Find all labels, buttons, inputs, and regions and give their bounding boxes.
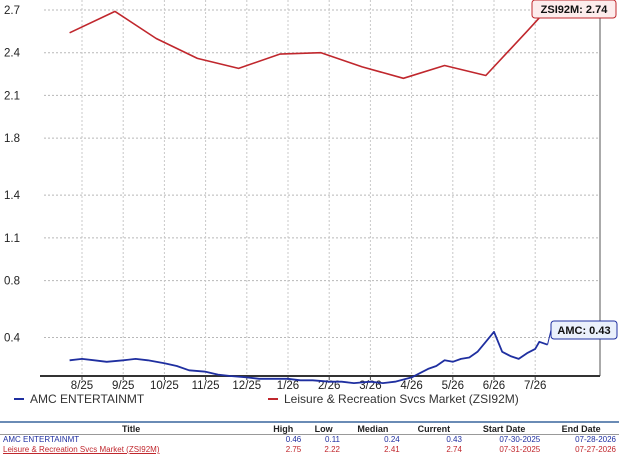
y-tick-label: 1.8 (4, 133, 20, 145)
legend-swatch-zsi (268, 398, 278, 400)
end-label-box (550, 320, 618, 340)
cell-end-date: 07-27-2026 (575, 445, 616, 454)
cell-low: 2.22 (324, 445, 340, 454)
series-line-zsi (69, 3, 553, 80)
grid (44, 0, 601, 376)
legend-item-zsi: Leisure & Recreation Svcs Market (ZSI92M… (268, 392, 519, 406)
x-tick-label: 8/25 (71, 380, 93, 390)
legend-label-amc: AMC ENTERTAINMT (30, 392, 145, 406)
legend-item-amc: AMC ENTERTAINMT (14, 392, 144, 406)
y-tick-label: 0.8 (4, 276, 20, 288)
x-tick-label: 1/26 (277, 380, 299, 390)
col-low: Low (304, 424, 343, 435)
end-label-amc: AMC: 0.43 (557, 325, 610, 337)
x-axis: 8/25 9/25 10/25 11/25 12/25 1/26 2/26 3/26 4/26 5… (40, 375, 600, 390)
cell-high: 2.75 (285, 445, 302, 454)
chart-svg: 2.7 2.4 2.1 1.8 1.4 1.1 0.8 0.4 8/25 9/25 10/25 11… (4, 0, 618, 390)
y-tick-label: 2.4 (4, 48, 21, 60)
x-tick-label: 4/26 (400, 380, 422, 390)
y-tick-label: 0.4 (4, 333, 21, 345)
cell-median: 0.24 (384, 435, 400, 444)
col-end-date: End Date (543, 424, 619, 435)
col-start-date: Start Date (464, 424, 544, 435)
end-label-box (531, 0, 617, 19)
y-axis: 2.7 2.4 2.1 1.8 1.4 1.1 0.8 0.4 (4, 5, 21, 345)
x-tick-label: 12/25 (232, 380, 261, 390)
cell-low: 0.11 (325, 435, 340, 444)
table-separator (0, 421, 619, 423)
x-tick-label: 3/26 (359, 380, 381, 390)
y-tick-label: 2.1 (4, 90, 20, 102)
table-row: Leisure & Recreation Svcs Market (ZSI92M… (0, 445, 619, 455)
end-labels: AMC: 0.43 ZSI92M: 2.74 (531, 0, 618, 345)
cell-start-date: 07-31-2025 (499, 445, 541, 454)
cell-start-date: 07-30-2025 (499, 435, 541, 444)
col-title: Title (0, 424, 263, 435)
stats-header-row: Title High Low Median Current Start Date… (0, 424, 619, 435)
cell-end-date: 07-28-2026 (575, 435, 616, 444)
x-tick-label: 2/26 (318, 380, 340, 390)
col-current: Current (402, 424, 465, 435)
col-high: High (262, 424, 305, 435)
x-tick-label: 11/25 (192, 380, 220, 390)
x-tick-label: 6/26 (483, 380, 505, 390)
cell-title[interactable]: Leisure & Recreation Svcs Market (ZSI92M… (3, 445, 160, 454)
x-tick-label: 5/26 (442, 380, 464, 390)
legend-label-zsi: Leisure & Recreation Svcs Market (ZSI92M… (284, 392, 519, 406)
cell-median: 2.41 (384, 445, 400, 454)
table-row: AMC ENTERTAINMT 0.46 0.11 0.24 0.43 07-3… (0, 435, 619, 446)
cell-current: 2.74 (446, 445, 462, 454)
x-tick-label: 9/25 (112, 380, 134, 390)
legend: AMC ENTERTAINMT Leisure & Recreation Svc… (0, 390, 619, 410)
y-tick-label: 1.1 (4, 233, 20, 245)
y-tick-label: 2.7 (4, 5, 20, 17)
end-label-pointer (547, 329, 552, 345)
x-tick-label: 10/25 (150, 380, 179, 390)
stats-table: Title High Low Median Current Start Date… (0, 424, 619, 455)
x-tick-label: 7/26 (524, 380, 546, 390)
col-median: Median (343, 424, 403, 435)
cell-high: 0.46 (285, 435, 302, 444)
cell-current: 0.43 (446, 435, 462, 444)
y-tick-label: 1.4 (4, 190, 21, 202)
series-lines (69, 3, 553, 385)
end-label-zsi: ZSI92M: 2.74 (541, 4, 609, 16)
legend-swatch-amc (14, 398, 24, 400)
series-line-amc (69, 330, 548, 385)
cell-title[interactable]: AMC ENTERTAINMT (3, 435, 80, 444)
